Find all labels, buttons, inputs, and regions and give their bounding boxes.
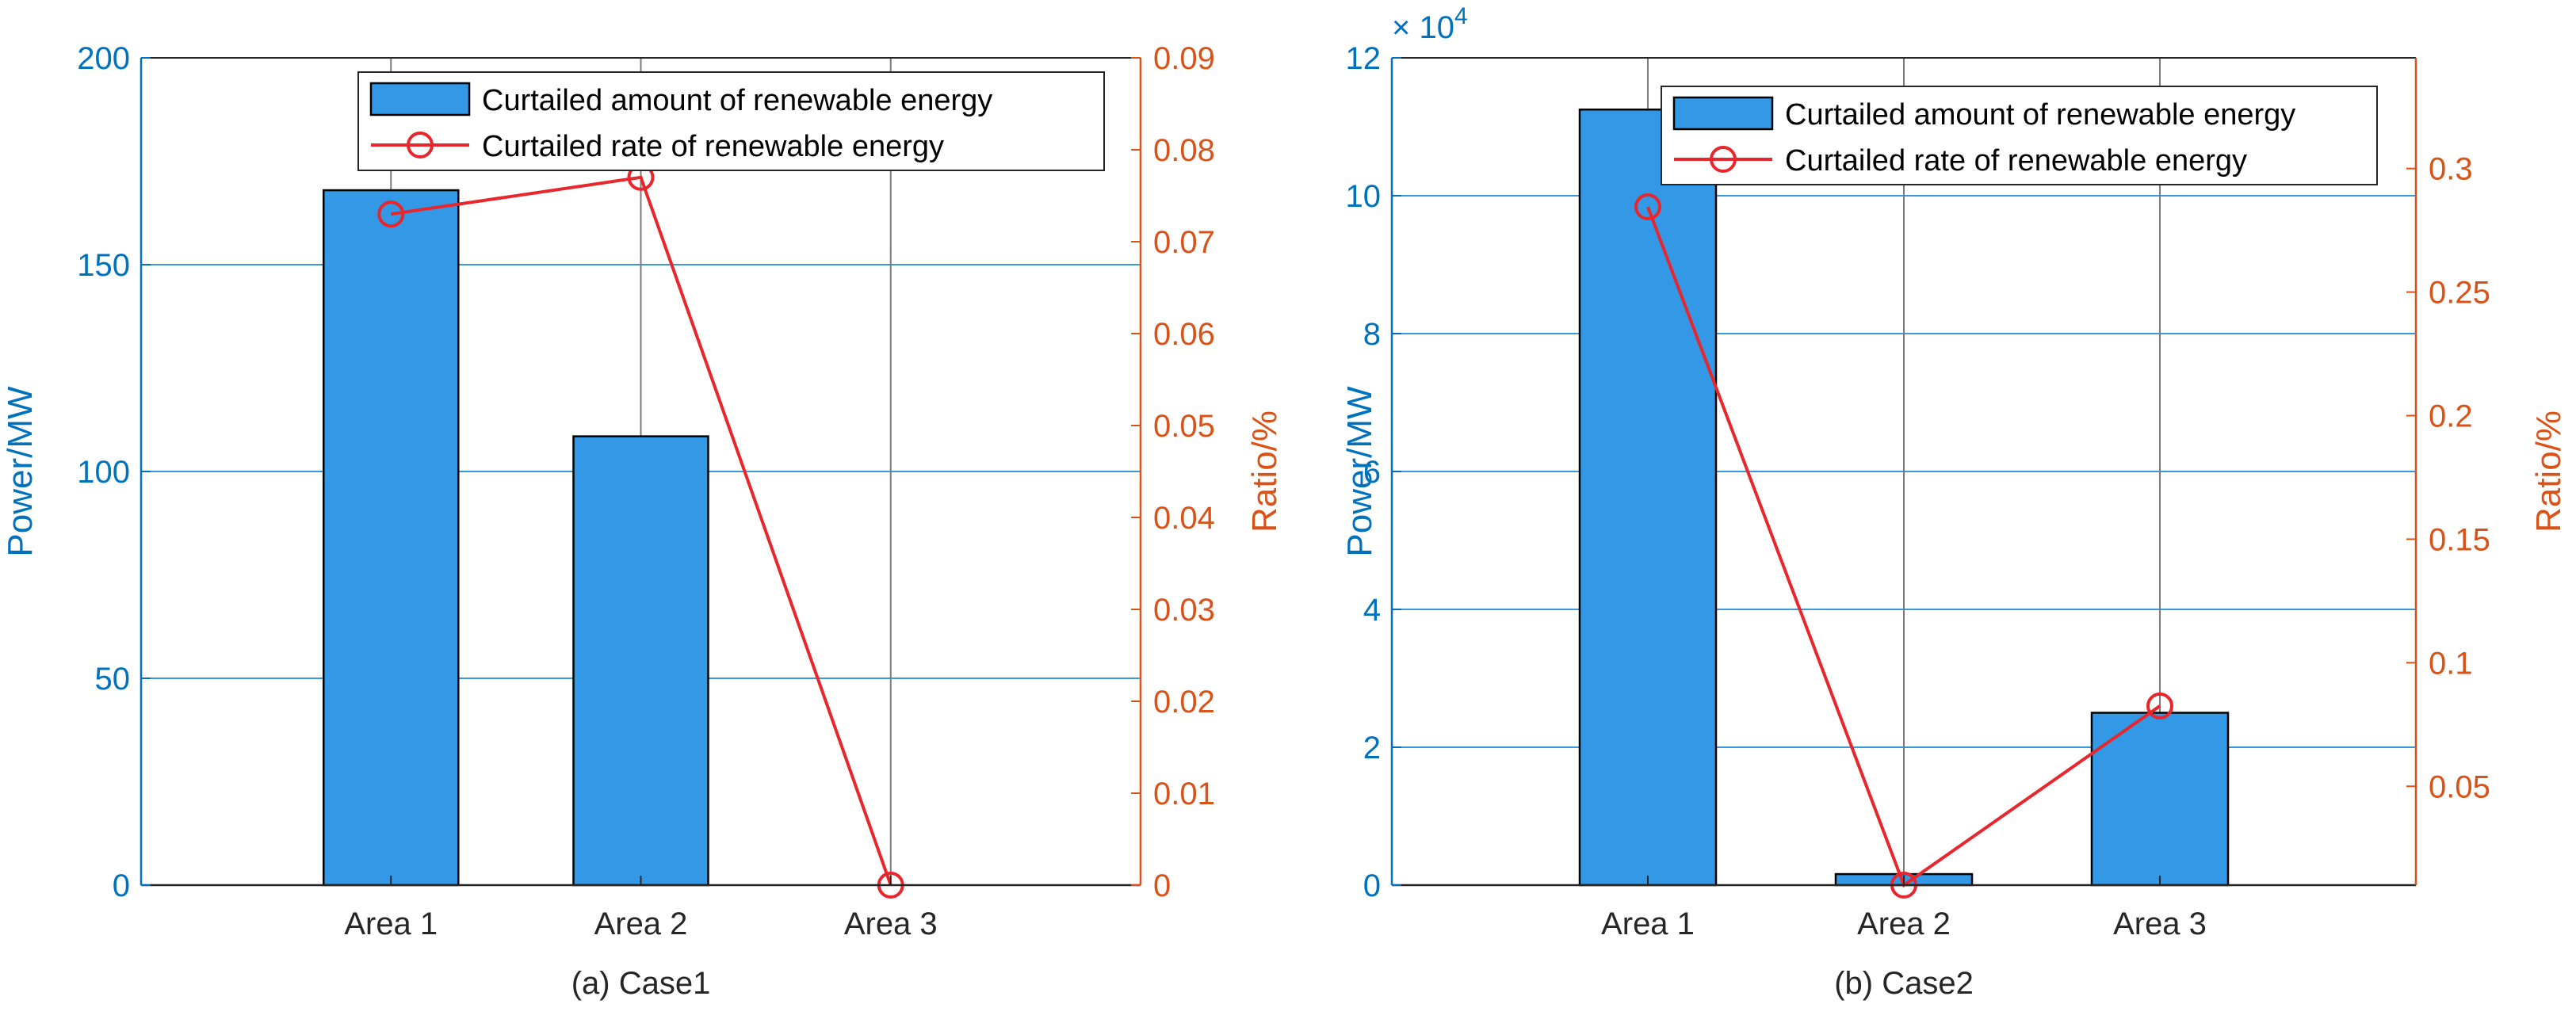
right-tick-label: 0.05 — [1153, 409, 1215, 444]
legend-marker-swatch — [1710, 146, 1737, 173]
bar-area-1 — [1578, 109, 1718, 887]
left-tick-label: 0 — [113, 868, 130, 903]
chart-caption: (b) Case2 — [1834, 966, 1974, 1001]
right-tick-label: 0.01 — [1153, 777, 1215, 811]
right-tick-label: 0 — [1153, 868, 1171, 903]
right-tick-label: 0.03 — [1153, 593, 1215, 628]
left-axis-title: Power/MW — [1340, 386, 1379, 557]
chart-panel-2: 0 2 4 6 8 10 12 0.05 0.1 0.15 0.2 0.25 0.3 Area 1 Area… — [1340, 3, 2568, 1001]
x-tick-label: Area 2 — [1857, 907, 1951, 941]
x-tick-label: Area 3 — [2113, 907, 2207, 941]
right-tick-label: 0.3 — [2429, 152, 2473, 187]
right-tick-label: 0.15 — [2429, 522, 2490, 557]
right-tick-label: 0.07 — [1153, 225, 1215, 260]
left-tick-label: 8 — [1363, 317, 1381, 352]
right-tick-label: 0.08 — [1153, 133, 1215, 168]
left-tick-label: 10 — [1346, 179, 1382, 214]
legend-bar-swatch — [1672, 96, 1774, 131]
legend: Curtailed amount of renewable energy Curt… — [357, 71, 1105, 171]
line-series — [390, 175, 892, 886]
bar-area-3 — [2090, 712, 2230, 887]
left-tick-label: 200 — [77, 41, 130, 76]
left-tick-label: 12 — [1346, 41, 1382, 76]
left-tick-label: 6 — [1363, 455, 1381, 490]
x-tick-label: Area 2 — [594, 907, 688, 941]
legend-marker-swatch — [407, 132, 434, 158]
legend-box — [357, 71, 1105, 171]
legend-box — [1661, 86, 2378, 185]
bar-area-2 — [572, 435, 709, 887]
line-marker-3 — [2146, 692, 2173, 720]
legend-entry-line: Curtailed rate of renewable energy — [482, 130, 944, 163]
legend: Curtailed amount of renewable energy Curt… — [1661, 86, 2378, 185]
left-tick-label: 0 — [1363, 868, 1381, 903]
legend-entry-line: Curtailed rate of renewable energy — [1785, 144, 2247, 177]
chart-caption: (a) Case1 — [571, 966, 711, 1001]
legend-entry-bar: Curtailed amount of renewable energy — [1785, 98, 2295, 132]
bar-area-1 — [323, 189, 460, 887]
x-tick-label: Area 1 — [344, 907, 438, 941]
left-tick-label: 100 — [77, 455, 130, 490]
axis-exponent-label: × 104 — [1392, 3, 1468, 45]
left-tick-label: 150 — [77, 248, 130, 283]
right-tick-label: 0.2 — [2429, 399, 2473, 434]
legend-bar-swatch — [369, 82, 471, 116]
left-tick-label: 2 — [1363, 731, 1381, 765]
right-tick-label: 0.25 — [2429, 276, 2490, 311]
left-tick-label: 50 — [95, 662, 131, 697]
right-tick-label: 0.05 — [2429, 769, 2490, 804]
right-tick-label: 0.04 — [1153, 501, 1215, 536]
right-tick-label: 0.09 — [1153, 41, 1215, 76]
right-tick-label: 0.06 — [1153, 317, 1215, 352]
left-tick-label: 4 — [1363, 593, 1381, 628]
legend-entry-bar: Curtailed amount of renewable energy — [482, 84, 992, 117]
right-tick-label: 0.02 — [1153, 685, 1215, 720]
line-marker-1 — [1634, 193, 1661, 221]
x-tick-label: Area 3 — [844, 907, 938, 941]
chart-panel-1: 0 50 100 150 200 0 0.01 0.02 0.03 0.04 0.05 0.06 0.0… — [1, 41, 1284, 1001]
x-tick-label: Area 1 — [1601, 907, 1695, 941]
right-axis-title: Ratio/% — [2529, 410, 2568, 532]
left-axis-title: Power/MW — [1, 386, 40, 557]
right-axis-title: Ratio/% — [1245, 410, 1284, 532]
right-tick-label: 0.1 — [2429, 646, 2473, 681]
line-marker-1 — [377, 200, 405, 228]
